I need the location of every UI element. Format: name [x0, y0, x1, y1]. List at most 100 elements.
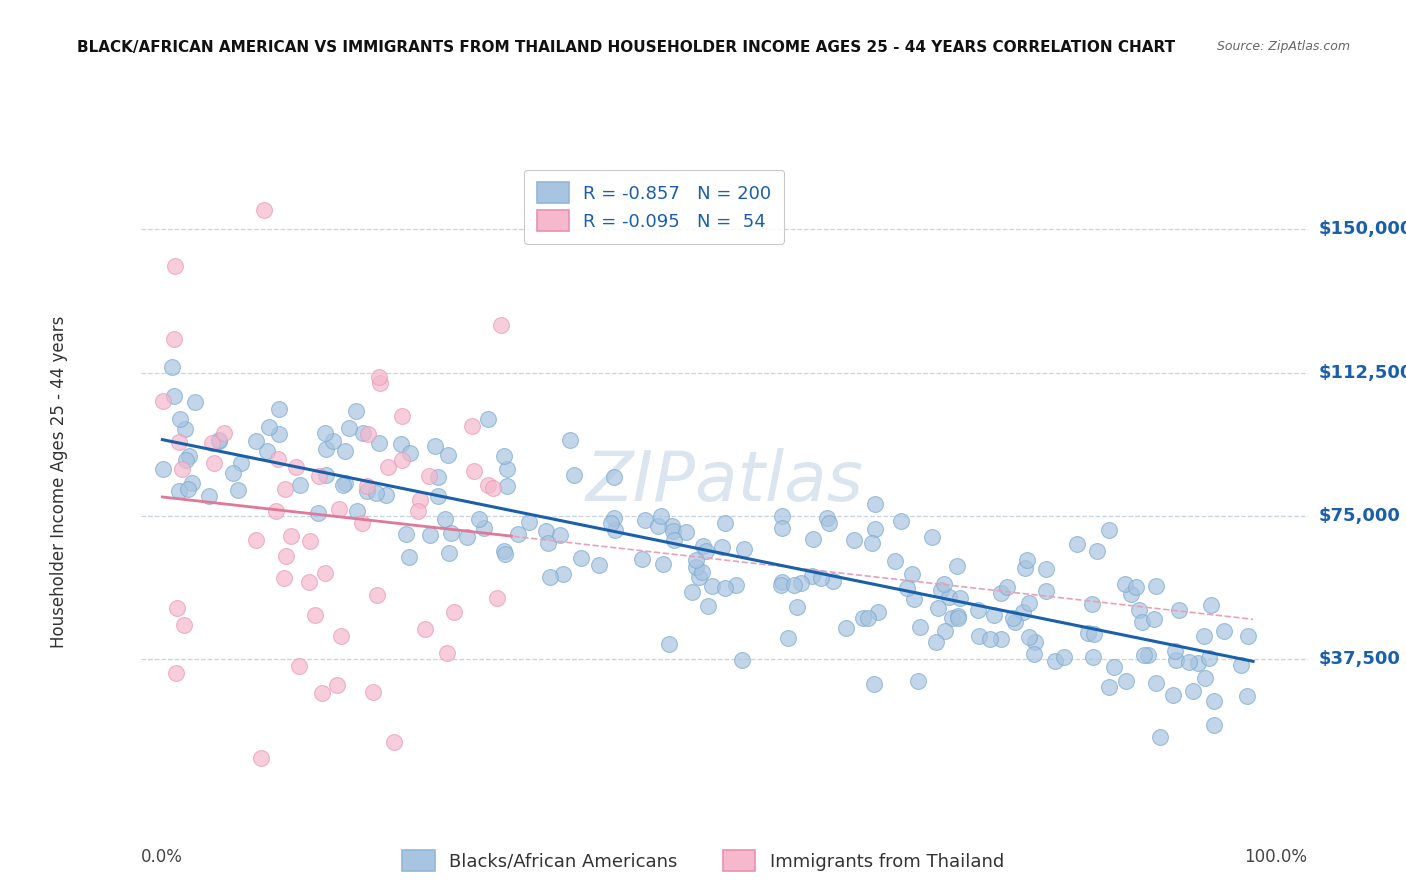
- Point: [603, 469, 626, 483]
- Point: [249, 751, 271, 765]
- Point: [770, 521, 793, 535]
- Point: [979, 632, 1001, 647]
- Point: [1081, 597, 1104, 611]
- Point: [558, 433, 581, 447]
- Point: [1018, 630, 1040, 644]
- Point: [1024, 648, 1046, 662]
- Point: [315, 442, 337, 457]
- Point: [357, 427, 380, 442]
- Point: [815, 511, 838, 525]
- Point: [364, 486, 387, 500]
- Point: [852, 611, 875, 625]
- Point: [695, 544, 717, 558]
- Point: [202, 456, 225, 470]
- Point: [1098, 680, 1121, 694]
- Point: [413, 622, 436, 636]
- Point: [599, 516, 621, 531]
- Point: [314, 566, 336, 580]
- Point: [1015, 552, 1038, 566]
- Text: Householder Income Ages 25 - 44 years: Householder Income Ages 25 - 44 years: [49, 316, 67, 648]
- Point: [304, 608, 326, 623]
- Point: [569, 550, 592, 565]
- Point: [180, 476, 202, 491]
- Point: [786, 599, 808, 614]
- Point: [222, 466, 245, 480]
- Point: [382, 734, 405, 748]
- Point: [245, 434, 267, 448]
- Point: [990, 632, 1012, 647]
- Point: [298, 575, 321, 590]
- Point: [426, 489, 449, 503]
- Point: [534, 524, 557, 539]
- Point: [1012, 605, 1035, 619]
- Point: [1236, 689, 1258, 703]
- Text: $150,000: $150,000: [1319, 220, 1406, 238]
- Point: [332, 478, 354, 492]
- Point: [631, 552, 654, 566]
- Point: [1128, 603, 1150, 617]
- Text: BLACK/AFRICAN AMERICAN VS IMMIGRANTS FROM THAILAND HOUSEHOLDER INCOME AGES 25 - : BLACK/AFRICAN AMERICAN VS IMMIGRANTS FRO…: [77, 40, 1175, 55]
- Point: [1098, 524, 1121, 538]
- Point: [257, 419, 280, 434]
- Point: [868, 605, 890, 619]
- Point: [1237, 629, 1260, 643]
- Point: [1001, 611, 1024, 625]
- Point: [1014, 561, 1036, 575]
- Point: [817, 516, 839, 530]
- Point: [783, 578, 806, 592]
- Point: [562, 468, 585, 483]
- Point: [1144, 579, 1167, 593]
- Point: [273, 482, 295, 496]
- Point: [152, 394, 174, 409]
- Legend: R = -0.857   N = 200, R = -0.095   N =  54: R = -0.857 N = 200, R = -0.095 N = 54: [524, 169, 785, 244]
- Text: ZIPatlas: ZIPatlas: [585, 448, 863, 516]
- Point: [482, 481, 505, 495]
- Point: [245, 533, 267, 547]
- Point: [366, 588, 388, 602]
- Point: [274, 549, 297, 563]
- Point: [437, 546, 460, 560]
- Point: [423, 439, 446, 453]
- Point: [1166, 653, 1188, 667]
- Point: [492, 450, 515, 464]
- Point: [174, 452, 197, 467]
- Point: [1043, 654, 1066, 668]
- Point: [314, 425, 336, 440]
- Point: [921, 530, 943, 544]
- Point: [495, 479, 517, 493]
- Point: [1230, 657, 1253, 672]
- Point: [173, 422, 195, 436]
- Point: [335, 475, 357, 490]
- Point: [1149, 730, 1171, 744]
- Point: [440, 526, 463, 541]
- Point: [398, 550, 420, 565]
- Point: [1035, 583, 1057, 598]
- Point: [907, 674, 929, 689]
- Point: [337, 421, 360, 435]
- Point: [461, 418, 484, 433]
- Point: [711, 540, 734, 554]
- Point: [997, 580, 1019, 594]
- Point: [714, 516, 737, 530]
- Point: [862, 677, 884, 691]
- Point: [477, 412, 499, 426]
- Point: [605, 523, 627, 537]
- Point: [688, 570, 710, 584]
- Point: [927, 600, 949, 615]
- Point: [1182, 683, 1205, 698]
- Point: [801, 533, 824, 547]
- Point: [938, 590, 960, 604]
- Point: [770, 577, 793, 591]
- Point: [810, 571, 832, 585]
- Point: [603, 511, 626, 525]
- Point: [949, 591, 972, 605]
- Point: [675, 525, 697, 540]
- Point: [162, 389, 184, 403]
- Point: [1133, 648, 1156, 662]
- Point: [1053, 649, 1076, 664]
- Point: [463, 464, 485, 478]
- Point: [1192, 628, 1215, 642]
- Point: [350, 516, 373, 530]
- Text: $112,500: $112,500: [1319, 364, 1406, 382]
- Point: [945, 558, 967, 573]
